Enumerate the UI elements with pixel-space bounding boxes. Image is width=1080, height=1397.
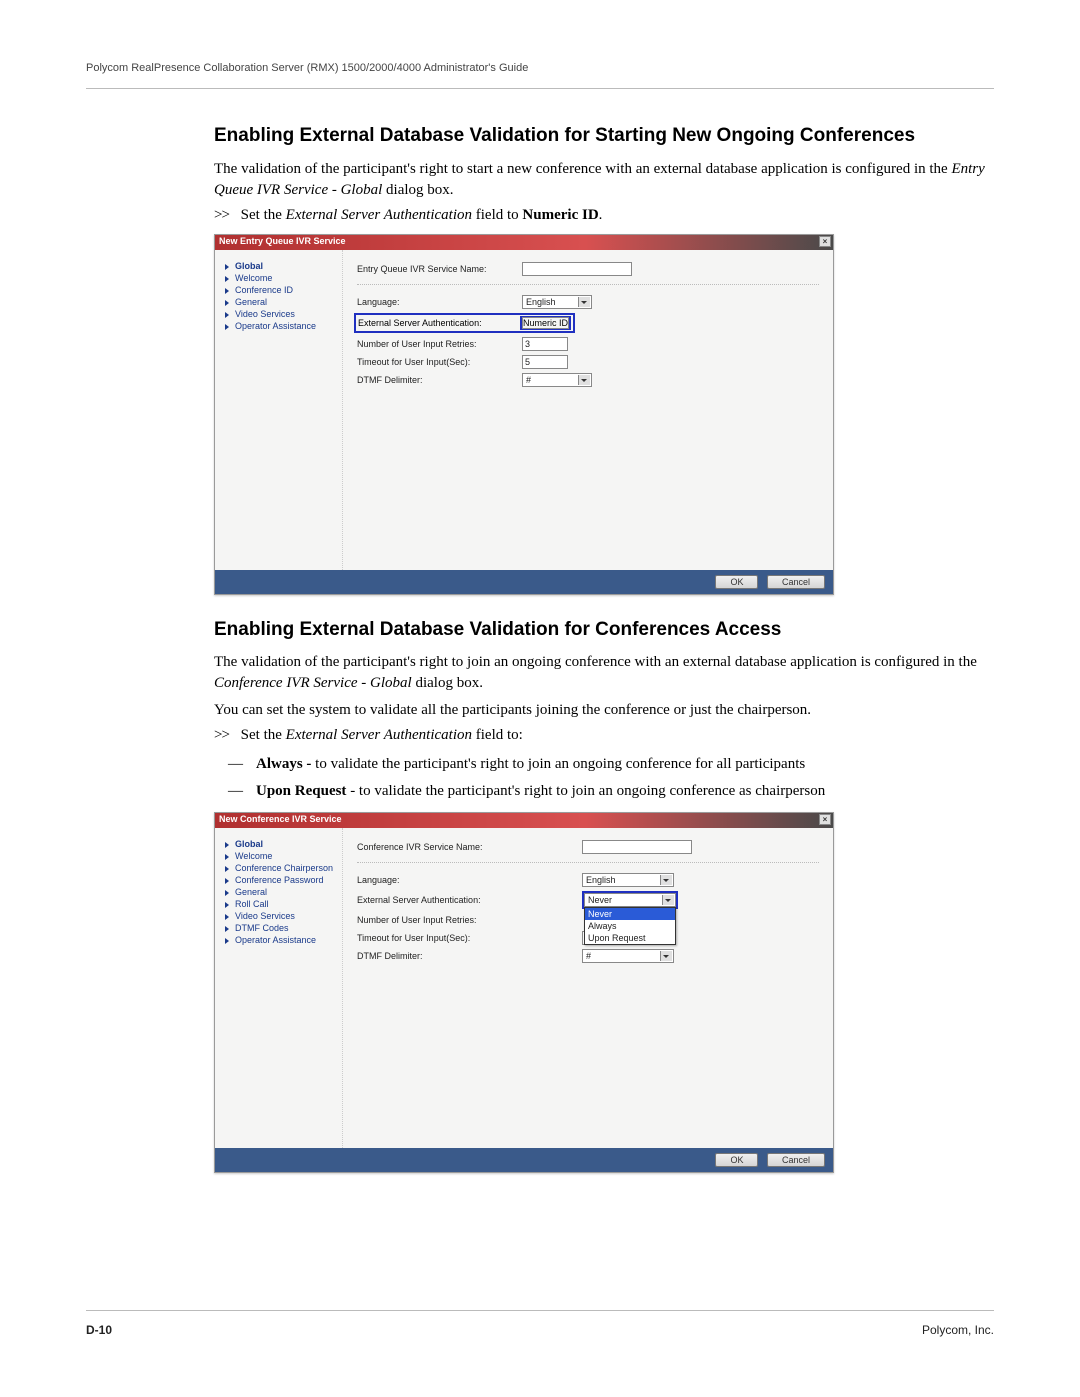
d2-language-select[interactable]: English xyxy=(582,873,674,887)
section1-title: Enabling External Database Validation fo… xyxy=(214,123,994,149)
d1-timeout-input[interactable]: 5 xyxy=(522,355,568,369)
section2-para1: The validation of the participant's righ… xyxy=(214,652,994,694)
d2-nav-operator-assistance[interactable]: Operator Assistance xyxy=(225,934,338,946)
d2-nav-conf-password[interactable]: Conference Password xyxy=(225,874,338,886)
page-footer: D-10 Polycom, Inc. xyxy=(86,1310,994,1337)
section2-title: Enabling External Database Validation fo… xyxy=(214,617,994,643)
dialog1-nav-global[interactable]: Global xyxy=(225,260,338,272)
d2-dtmf-label: DTMF Delimiter: xyxy=(357,951,582,961)
section2-bullets: Always - to validate the participant's r… xyxy=(214,754,994,802)
d1-ext-auth-label: External Server Authentication: xyxy=(358,318,520,328)
s2-p1-italic: Conference IVR Service - Global xyxy=(214,675,412,691)
d1-service-name-label: Entry Queue IVR Service Name: xyxy=(357,264,522,274)
section1-para-tail: dialog box. xyxy=(382,182,453,198)
s1-instr-tail: . xyxy=(599,207,603,223)
s2-instr-tail: field to: xyxy=(472,727,523,743)
d1-service-name-input[interactable] xyxy=(522,262,632,276)
d2-service-name-label: Conference IVR Service Name: xyxy=(357,842,582,852)
d1-dtmf-select[interactable]: # xyxy=(522,373,592,387)
d2-ext-auth-label: External Server Authentication: xyxy=(357,895,582,905)
d1-ext-auth-select[interactable]: Numeric ID xyxy=(522,317,569,329)
d2-timeout-label: Timeout for User Input(Sec): xyxy=(357,933,582,943)
d1-cancel-button[interactable]: Cancel xyxy=(767,575,825,589)
d2-nav-welcome[interactable]: Welcome xyxy=(225,850,338,862)
dialog1-nav-conference-id[interactable]: Conference ID xyxy=(225,284,338,296)
dialog1-titlebar: New Entry Queue IVR Service × xyxy=(215,235,833,250)
dialog1-nav-welcome[interactable]: Welcome xyxy=(225,272,338,284)
s2-instr-italic: External Server Authentication xyxy=(286,727,472,743)
bullet1-rest: to validate the participant's right to j… xyxy=(315,756,805,772)
d1-retries-label: Number of User Input Retries: xyxy=(357,339,522,349)
bullet2-bold: Upon Request xyxy=(256,783,346,799)
dialog1-nav-general[interactable]: General xyxy=(225,296,338,308)
d2-opt-never[interactable]: Never xyxy=(585,908,675,920)
dialog2: New Conference IVR Service × Global Welc… xyxy=(214,812,834,1173)
dialog1-title: New Entry Queue IVR Service xyxy=(219,236,346,246)
d2-nav-global[interactable]: Global xyxy=(225,838,338,850)
dialog1-buttonbar: OK Cancel xyxy=(215,570,833,594)
d2-opt-always[interactable]: Always xyxy=(585,920,675,932)
bullet2-rest: - to validate the participant's right to… xyxy=(346,783,825,799)
s1-instr-mid: field to xyxy=(472,207,522,223)
dialog2-title: New Conference IVR Service xyxy=(219,814,342,824)
d1-dtmf-label: DTMF Delimiter: xyxy=(357,375,522,385)
section1-para: The validation of the participant's righ… xyxy=(214,159,994,201)
dialog1-nav-video-services[interactable]: Video Services xyxy=(225,308,338,320)
section2-instr: >> Set the External Server Authenticatio… xyxy=(214,727,994,744)
s2-instr-pre: Set the xyxy=(241,727,286,743)
d2-nav-roll-call[interactable]: Roll Call xyxy=(225,898,338,910)
d1-ext-auth-highlight: External Server Authentication: Numeric … xyxy=(354,313,575,333)
d2-nav-video-services[interactable]: Video Services xyxy=(225,910,338,922)
d2-ext-auth-select[interactable]: Never xyxy=(584,893,676,907)
section1-para-a: The validation of the participant's righ… xyxy=(214,161,951,177)
s1-instr-pre: Set the xyxy=(241,207,286,223)
bullet-upon-request: Upon Request - to validate the participa… xyxy=(256,781,994,802)
d2-nav-general[interactable]: General xyxy=(225,886,338,898)
section1-instr: >> Set the External Server Authenticatio… xyxy=(214,207,994,224)
d1-ok-button[interactable]: OK xyxy=(715,575,758,589)
s1-instr-bold: Numeric ID xyxy=(522,207,598,223)
bullet-always: Always - to validate the participant's r… xyxy=(256,754,994,775)
dialog1-main: Entry Queue IVR Service Name: Language: … xyxy=(343,250,833,570)
d2-nav-dtmf-codes[interactable]: DTMF Codes xyxy=(225,922,338,934)
s2-p1a: The validation of the participant's righ… xyxy=(214,654,977,670)
d1-retries-input[interactable]: 3 xyxy=(522,337,568,351)
s2-p1b: dialog box. xyxy=(412,675,483,691)
section2-para2: You can set the system to validate all t… xyxy=(214,700,994,721)
dialog2-buttonbar: OK Cancel xyxy=(215,1148,833,1172)
d2-opt-upon-request[interactable]: Upon Request xyxy=(585,932,675,944)
dialog2-close-icon[interactable]: × xyxy=(819,814,831,825)
dialog1-sidebar: Global Welcome Conference ID General Vid… xyxy=(215,250,343,570)
dialog1: New Entry Queue IVR Service × Global Wel… xyxy=(214,234,834,595)
d2-nav-conf-chairperson[interactable]: Conference Chairperson xyxy=(225,862,338,874)
d1-timeout-label: Timeout for User Input(Sec): xyxy=(357,357,522,367)
d2-ok-button[interactable]: OK xyxy=(715,1153,758,1167)
d1-language-label: Language: xyxy=(357,297,522,307)
d2-cancel-button[interactable]: Cancel xyxy=(767,1153,825,1167)
dialog2-main: Conference IVR Service Name: Language: E… xyxy=(343,828,833,1148)
dialog1-close-icon[interactable]: × xyxy=(819,236,831,247)
d2-language-label: Language: xyxy=(357,875,582,885)
d2-dtmf-select[interactable]: # xyxy=(582,949,674,963)
dialog1-nav-operator-assistance[interactable]: Operator Assistance xyxy=(225,320,338,332)
s1-instr-italic: External Server Authentication xyxy=(286,207,472,223)
doc-header: Polycom RealPresence Collaboration Serve… xyxy=(86,62,994,89)
d2-ext-auth-dropdown[interactable]: Never Always Upon Request xyxy=(584,907,676,945)
d2-service-name-input[interactable] xyxy=(582,840,692,854)
dialog2-sidebar: Global Welcome Conference Chairperson Co… xyxy=(215,828,343,1148)
footer-company: Polycom, Inc. xyxy=(922,1323,994,1337)
page-number: D-10 xyxy=(86,1323,112,1337)
dialog2-titlebar: New Conference IVR Service × xyxy=(215,813,833,828)
d1-language-select[interactable]: English xyxy=(522,295,592,309)
bullet1-bold: Always - xyxy=(256,756,315,772)
d2-retries-label: Number of User Input Retries: xyxy=(357,915,582,925)
